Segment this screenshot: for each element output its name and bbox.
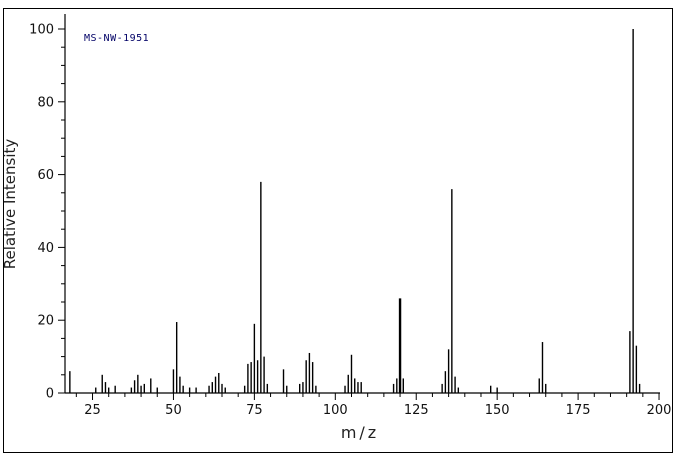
tick-labels: 0 20 40 60 80 100 25 50 75 100 125 150 175 200: [29, 23, 671, 419]
x-tick-label: 50: [165, 403, 182, 418]
chart-generated-content: 0 20 40 60 80 100 25 50 75 100 125 150 175 200: [29, 14, 671, 418]
x-tick-label: 125: [404, 403, 429, 418]
image-border: [3, 8, 673, 453]
y-tick-label: 60: [37, 168, 54, 183]
y-tick-label: 80: [37, 95, 54, 110]
x-tick-label: 175: [566, 403, 591, 418]
x-tick-label: 75: [246, 403, 263, 418]
spectrum-id-label: MS-NW-1951: [84, 33, 149, 44]
x-tick-label: 200: [647, 403, 672, 418]
x-tick-label: 100: [323, 403, 348, 418]
y-tick-label: 0: [46, 387, 54, 402]
x-tick-label: 25: [84, 403, 101, 418]
peaks: [69, 29, 641, 393]
x-axis-title: m/z: [341, 423, 379, 442]
axes: [64, 14, 660, 394]
y-axis-title: Relative Intensity: [1, 139, 19, 270]
x-tick-label: 150: [485, 403, 510, 418]
y-tick-label: 100: [29, 23, 54, 38]
y-tick-label: 20: [37, 314, 54, 329]
y-tick-label: 40: [37, 241, 54, 256]
ticks: [58, 28, 660, 400]
